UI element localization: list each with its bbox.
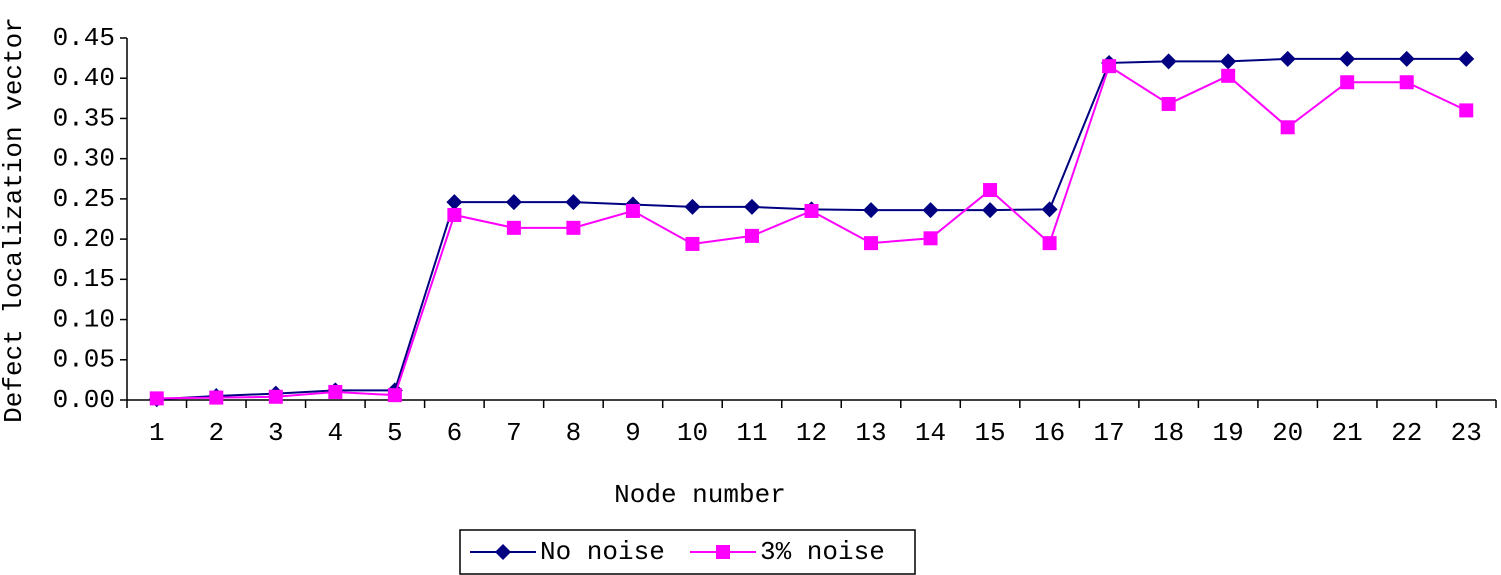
x-tick-label: 16	[1034, 418, 1065, 448]
x-tick-label: 23	[1451, 418, 1482, 448]
x-tick-label: 19	[1213, 418, 1244, 448]
point	[804, 203, 819, 218]
y-axis-label: Defect localization vector	[0, 17, 29, 423]
legend-label: 3% noise	[760, 537, 885, 567]
legend-marker	[716, 545, 730, 559]
point	[565, 194, 582, 211]
x-tick-label: 12	[796, 418, 827, 448]
y-tick-label: 0.20	[53, 224, 115, 254]
y-tick-label: 0.45	[53, 23, 115, 53]
x-tick-label: 15	[974, 418, 1005, 448]
point	[1340, 75, 1355, 90]
point	[1399, 75, 1414, 90]
point	[982, 202, 999, 219]
point	[447, 207, 462, 222]
point	[1221, 68, 1236, 83]
x-tick-label: 3	[268, 418, 284, 448]
y-tick-label: 0.25	[53, 184, 115, 214]
y-tick-label: 0.10	[53, 304, 115, 334]
x-tick-label: 22	[1391, 418, 1422, 448]
y-tick-label: 0.15	[53, 264, 115, 294]
x-tick-label: 17	[1093, 418, 1124, 448]
point	[923, 231, 938, 246]
x-tick-label: 1	[149, 418, 165, 448]
point	[328, 384, 343, 399]
point	[209, 390, 224, 405]
x-tick-label: 9	[625, 418, 641, 448]
x-tick-label: 13	[855, 418, 886, 448]
point	[1279, 50, 1296, 67]
point	[1339, 50, 1356, 67]
x-axis-label: Node number	[614, 480, 786, 510]
point	[1041, 201, 1058, 218]
x-tick-label: 11	[736, 418, 767, 448]
x-tick-label: 7	[506, 418, 522, 448]
x-tick-label: 6	[447, 418, 463, 448]
point	[1458, 50, 1475, 67]
x-tick-label: 14	[915, 418, 946, 448]
x-tick-label: 20	[1272, 418, 1303, 448]
y-tick-label: 0.05	[53, 345, 115, 375]
point	[1398, 50, 1415, 67]
point	[744, 228, 759, 243]
point	[684, 198, 701, 215]
point	[505, 194, 522, 211]
point	[149, 391, 164, 406]
x-tick-label: 21	[1332, 418, 1363, 448]
x-tick-label: 2	[208, 418, 224, 448]
point	[983, 183, 998, 198]
point	[922, 202, 939, 219]
x-tick-label: 4	[328, 418, 344, 448]
x-tick-label: 10	[677, 418, 708, 448]
point	[863, 202, 880, 219]
point	[506, 220, 521, 235]
y-tick-label: 0.40	[53, 63, 115, 93]
x-tick-label: 18	[1153, 418, 1184, 448]
point	[625, 203, 640, 218]
point	[1102, 59, 1117, 74]
x-tick-label: 8	[566, 418, 582, 448]
point	[1280, 120, 1295, 135]
point	[743, 198, 760, 215]
point	[1042, 236, 1057, 251]
point	[1220, 53, 1237, 70]
x-tick-label: 5	[387, 418, 403, 448]
y-tick-label: 0.00	[53, 385, 115, 415]
series-line	[156, 64, 1467, 400]
y-tick-label: 0.30	[53, 144, 115, 174]
point	[685, 236, 700, 251]
point	[387, 388, 402, 403]
legend-label: No noise	[540, 537, 665, 567]
point	[1160, 53, 1177, 70]
series-line	[156, 57, 1467, 401]
point	[566, 220, 581, 235]
point	[1161, 96, 1176, 111]
point	[268, 389, 283, 404]
legend-marker	[495, 544, 511, 560]
point	[864, 236, 879, 251]
point	[446, 194, 463, 211]
point	[1459, 103, 1474, 118]
y-tick-label: 0.35	[53, 103, 115, 133]
